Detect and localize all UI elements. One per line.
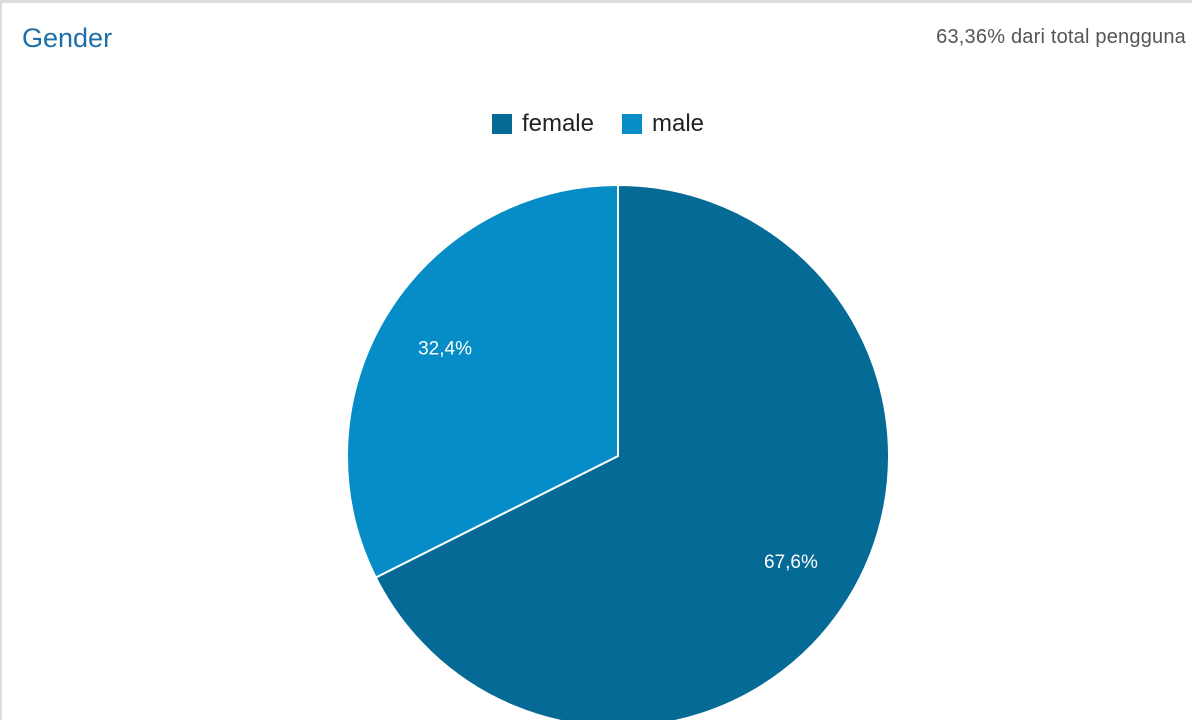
pie-chart: 67,6% 32,4% [346,183,890,720]
legend-label-male: male [652,110,705,137]
legend-item-female[interactable]: female [491,110,594,137]
chart-subtitle: 63,36% dari total pengguna [936,26,1186,48]
pie-slice-female[interactable] [374,183,890,720]
legend-label-female: female [521,110,594,137]
slice-label-female: 67,6% [764,552,818,573]
pie-slice-male[interactable] [346,183,619,579]
legend-swatch-female [491,114,512,134]
slice-label-male: 32,4% [418,338,472,359]
legend-item-male[interactable]: male [622,112,704,136]
chart-legend: female male [2,112,1192,136]
chart-title: Gender [22,23,113,53]
legend-swatch-male [622,114,642,134]
